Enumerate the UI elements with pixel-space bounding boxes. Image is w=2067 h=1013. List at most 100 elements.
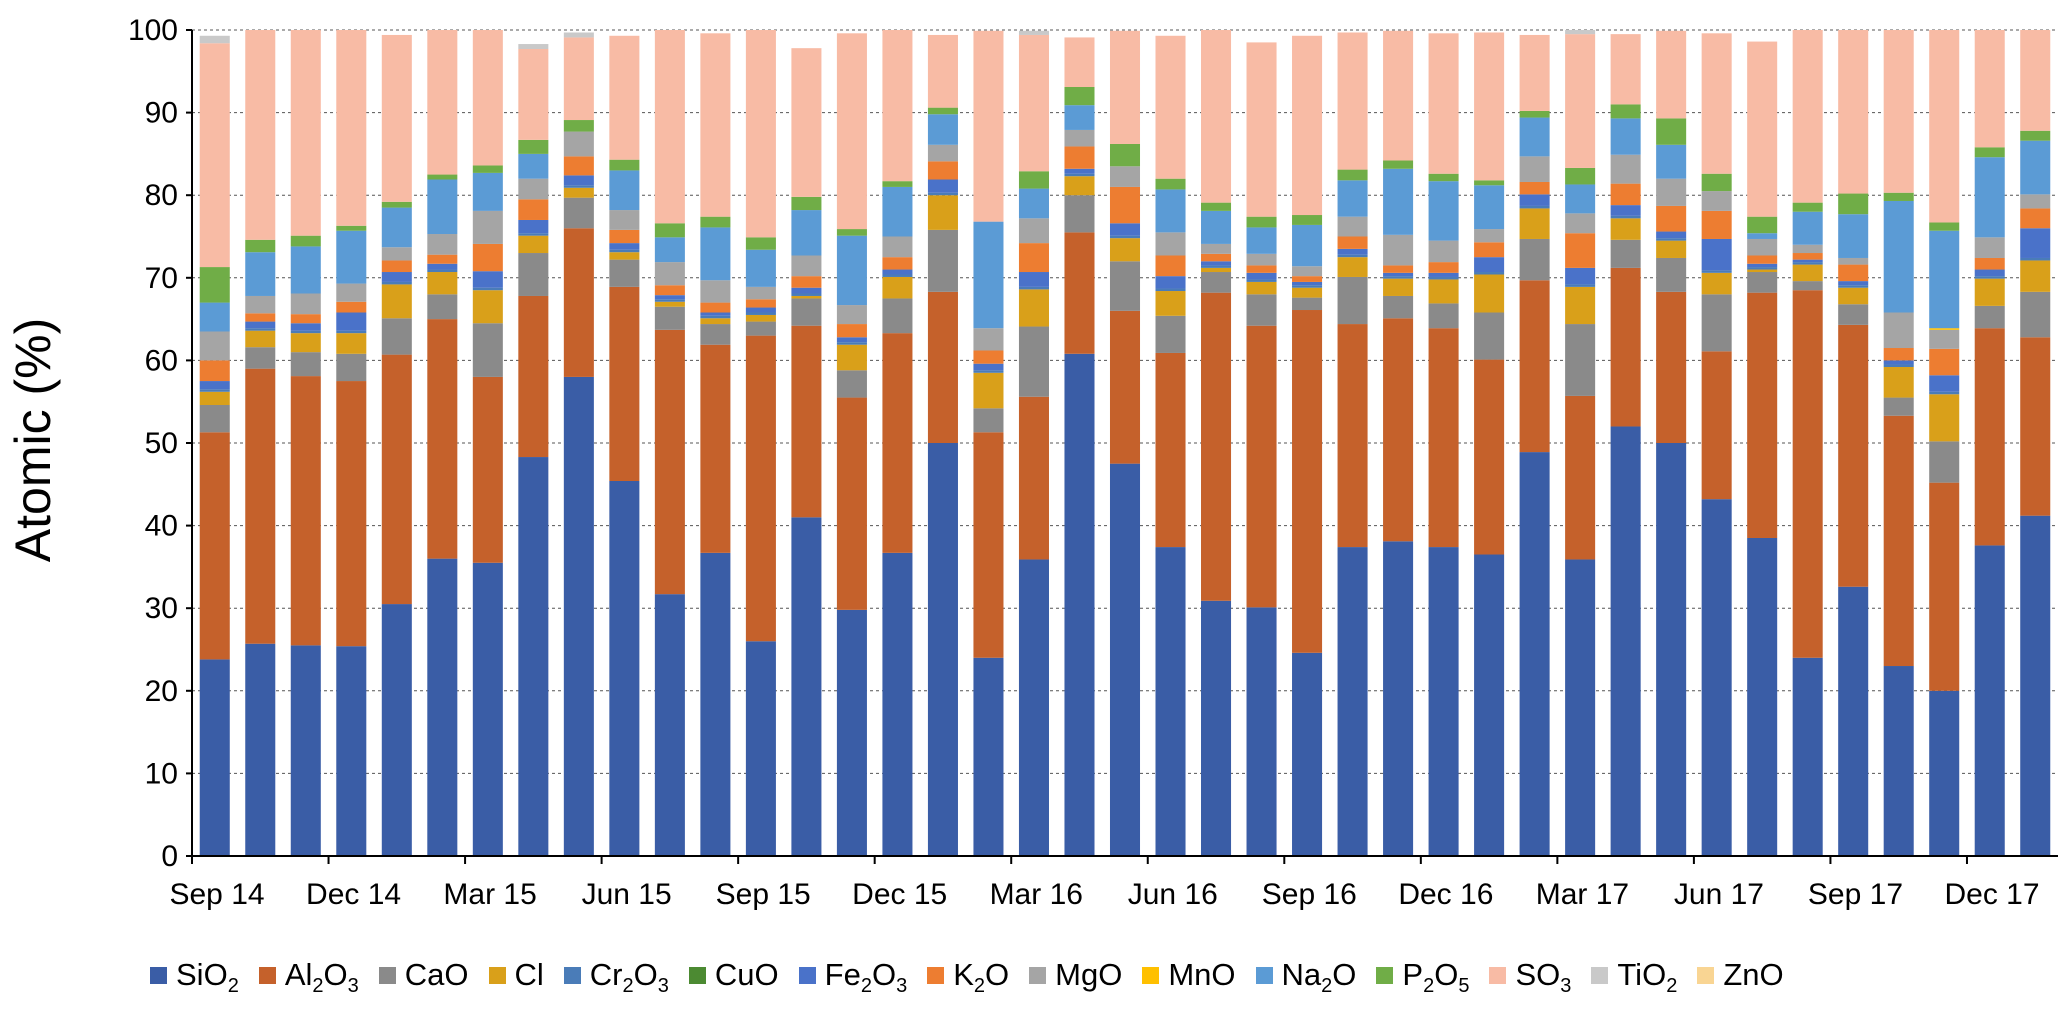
bar-segment-cr2o3 bbox=[1929, 391, 1960, 395]
legend-label: K2O bbox=[953, 957, 1010, 997]
legend-label: MgO bbox=[1055, 957, 1123, 992]
bar-segment-fe2o3 bbox=[1701, 238, 1732, 271]
bar-stack bbox=[199, 35, 230, 856]
legend-item: MgO bbox=[1029, 957, 1122, 993]
bar-segment-k2o bbox=[1428, 262, 1459, 273]
bar-segment-cl bbox=[1838, 287, 1869, 305]
bar-segment-so3 bbox=[427, 30, 458, 175]
bar-stack bbox=[1337, 32, 1368, 856]
bar-segment-fe2o3 bbox=[1018, 272, 1049, 287]
bar-segment-fe2o3 bbox=[1929, 375, 1960, 392]
bar-segment-sio2 bbox=[427, 558, 458, 856]
bar-stack bbox=[563, 32, 594, 856]
bar-segment-cl bbox=[882, 276, 913, 299]
bar-segment-sio2 bbox=[973, 657, 1004, 856]
bar-segment-p2o5 bbox=[1701, 173, 1732, 192]
bar-segment-na2o bbox=[1974, 157, 2005, 238]
bar-segment-so3 bbox=[745, 30, 776, 238]
bar-segment-so3 bbox=[1428, 33, 1459, 174]
bar-segment-al2o3 bbox=[791, 325, 822, 518]
bar-segment-fe2o3 bbox=[290, 323, 321, 331]
bar-segment-fe2o3 bbox=[245, 321, 276, 329]
bar-segment-mgo bbox=[1018, 218, 1049, 244]
y-tick-label: 60 bbox=[145, 344, 178, 377]
bar-segment-na2o bbox=[654, 237, 685, 263]
bar-segment-fe2o3 bbox=[336, 312, 367, 331]
bar-segment-so3 bbox=[654, 30, 685, 224]
bar-segment-cr2o3 bbox=[1519, 205, 1550, 209]
bar-segment-al2o3 bbox=[1610, 267, 1641, 427]
bar-segment-cao bbox=[2020, 291, 2051, 338]
bar-segment-so3 bbox=[1747, 41, 1778, 217]
bar-segment-k2o bbox=[973, 350, 1004, 364]
x-tick-label: Dec 16 bbox=[1398, 878, 1493, 911]
bar-segment-sio2 bbox=[1383, 541, 1414, 856]
bar-segment-p2o5 bbox=[1155, 178, 1186, 190]
bar-segment-k2o bbox=[1064, 146, 1095, 169]
bar-segment-so3 bbox=[1883, 30, 1914, 193]
bar-segment-sio2 bbox=[654, 594, 685, 856]
bar-segment-p2o5 bbox=[1519, 110, 1550, 118]
bar-segment-p2o5 bbox=[1792, 202, 1823, 212]
bar-segment-mgo bbox=[1109, 166, 1141, 187]
bar-stack bbox=[1519, 34, 1550, 856]
bar-segment-na2o bbox=[700, 227, 731, 281]
bar-segment-cao bbox=[836, 370, 867, 398]
bar-segment-cao bbox=[609, 259, 640, 287]
bar-segment-cr2o3 bbox=[927, 192, 958, 196]
bar-segment-so3 bbox=[609, 35, 640, 160]
bar-segment-al2o3 bbox=[1838, 324, 1869, 587]
bar-segment-mgo bbox=[199, 331, 230, 361]
bar-segment-cl bbox=[745, 314, 776, 322]
x-tick-label: Sep 16 bbox=[1262, 878, 1357, 911]
legend-swatch bbox=[1697, 966, 1715, 984]
bar-segment-k2o bbox=[1155, 255, 1186, 277]
bar-segment-sio2 bbox=[1519, 452, 1550, 856]
bar-segment-sio2 bbox=[2020, 515, 2051, 856]
bar-segment-so3 bbox=[199, 43, 230, 268]
bar-segment-mgo bbox=[609, 210, 640, 230]
y-tick-label: 100 bbox=[128, 14, 178, 47]
bar-segment-al2o3 bbox=[1201, 292, 1232, 601]
bar-segment-cao bbox=[472, 323, 503, 377]
bar-segment-al2o3 bbox=[1519, 280, 1550, 453]
bar-stack bbox=[2020, 30, 2051, 856]
bar-segment-cr2o3 bbox=[1064, 173, 1095, 177]
bar-segment-al2o3 bbox=[1656, 291, 1687, 443]
bar-segment-sio2 bbox=[1201, 600, 1232, 856]
bar-segment-mgo bbox=[1155, 232, 1186, 256]
bar-segment-na2o bbox=[1656, 144, 1687, 179]
bar-segment-al2o3 bbox=[1292, 310, 1323, 653]
bar-segment-na2o bbox=[472, 172, 503, 211]
bar-segment-k2o bbox=[791, 276, 822, 288]
bar-segment-k2o bbox=[836, 324, 867, 338]
bar-segment-mgo bbox=[1565, 213, 1596, 234]
bar-stack bbox=[290, 30, 321, 856]
bar-segment-p2o5 bbox=[1201, 202, 1232, 211]
bar-segment-mgo bbox=[700, 280, 731, 303]
bar-segment-mgo bbox=[654, 262, 685, 286]
bar-segment-mgo bbox=[836, 305, 867, 325]
bar-segment-p2o5 bbox=[609, 159, 640, 171]
bar-segment-k2o bbox=[700, 302, 731, 313]
bar-segment-na2o bbox=[518, 153, 549, 179]
bar-segment-na2o bbox=[745, 249, 776, 287]
axes bbox=[186, 29, 2058, 864]
bar-segment-fe2o3 bbox=[1656, 231, 1687, 239]
bar-segment-mgo bbox=[2020, 194, 2051, 209]
bar-segment-so3 bbox=[1201, 30, 1232, 203]
bar-segment-tio2 bbox=[199, 35, 230, 44]
bar-segment-p2o5 bbox=[1610, 104, 1641, 119]
bar-segment-cr2o3 bbox=[518, 233, 549, 236]
x-tick-label: Jun 15 bbox=[582, 878, 672, 911]
bar-segment-cl bbox=[1018, 289, 1049, 327]
legend-label: SO3 bbox=[1515, 957, 1572, 997]
bar-segment-al2o3 bbox=[836, 397, 867, 610]
bar-segment-cao bbox=[1246, 294, 1277, 326]
bar-segment-cr2o3 bbox=[1656, 238, 1687, 241]
bar-segment-cr2o3 bbox=[1337, 254, 1368, 258]
legend-label: Al2O3 bbox=[284, 957, 359, 997]
bar-segment-cao bbox=[927, 229, 958, 292]
bar-segment-cao bbox=[1383, 295, 1414, 319]
bar-segment-p2o5 bbox=[336, 225, 367, 231]
